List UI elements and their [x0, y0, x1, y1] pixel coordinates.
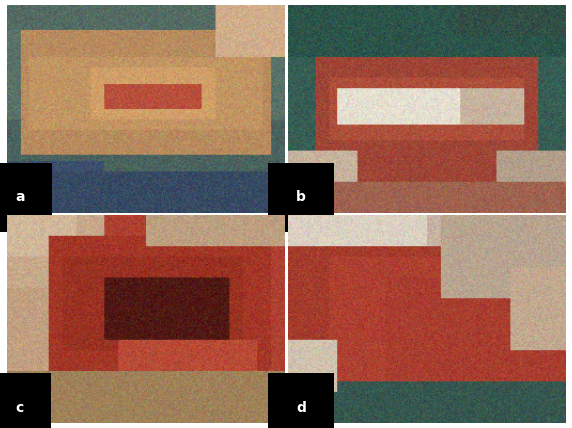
- Text: c: c: [15, 401, 23, 415]
- Text: b: b: [296, 190, 306, 205]
- Text: a: a: [15, 190, 25, 205]
- Text: d: d: [296, 401, 306, 415]
